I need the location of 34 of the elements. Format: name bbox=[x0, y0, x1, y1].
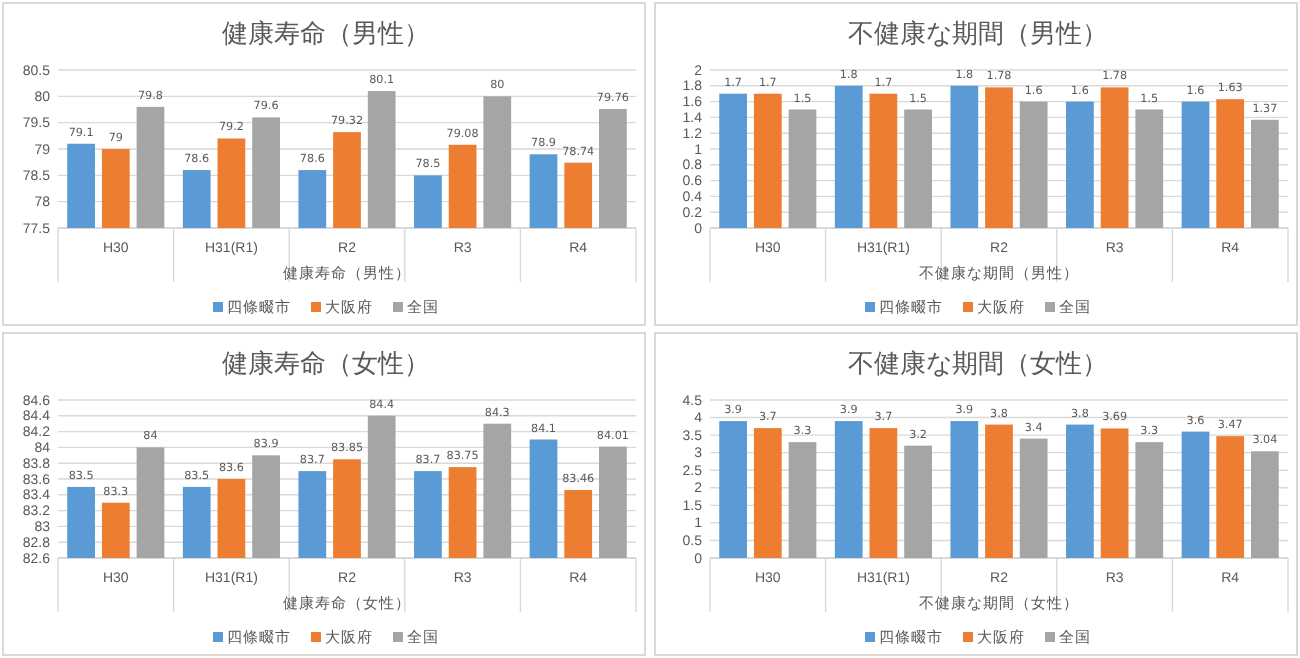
bar bbox=[1019, 438, 1048, 558]
bar bbox=[1135, 109, 1164, 228]
bar bbox=[1216, 436, 1245, 558]
bar bbox=[904, 445, 932, 558]
bar bbox=[950, 421, 979, 558]
chart-title: 健康寿命（女性） bbox=[222, 350, 430, 380]
chart-title: 健康寿命（男性） bbox=[222, 20, 430, 50]
bar bbox=[753, 93, 782, 228]
bar bbox=[1135, 442, 1164, 558]
bar bbox=[1181, 431, 1210, 558]
bar bbox=[788, 109, 817, 228]
bar bbox=[985, 424, 1013, 558]
bar bbox=[950, 85, 979, 228]
bar bbox=[1251, 119, 1279, 228]
bar bbox=[788, 442, 817, 558]
bar bbox=[1251, 451, 1279, 558]
chart-title: 不健康な期間（女性） bbox=[848, 350, 1108, 380]
bar bbox=[869, 428, 898, 558]
bar bbox=[719, 421, 747, 558]
bar bbox=[904, 109, 932, 228]
bar bbox=[1019, 101, 1048, 228]
bar bbox=[1066, 101, 1094, 228]
bar bbox=[1066, 424, 1094, 558]
bar bbox=[1181, 101, 1210, 228]
bar bbox=[1216, 99, 1245, 228]
chart-title: 不健康な期間（男性） bbox=[848, 20, 1108, 50]
bar bbox=[753, 428, 782, 558]
bar bbox=[719, 93, 747, 228]
bar bbox=[1100, 87, 1129, 228]
bar bbox=[985, 87, 1013, 228]
bar bbox=[834, 421, 863, 558]
bar bbox=[834, 85, 863, 228]
bar bbox=[1100, 428, 1129, 558]
bar bbox=[869, 93, 898, 228]
